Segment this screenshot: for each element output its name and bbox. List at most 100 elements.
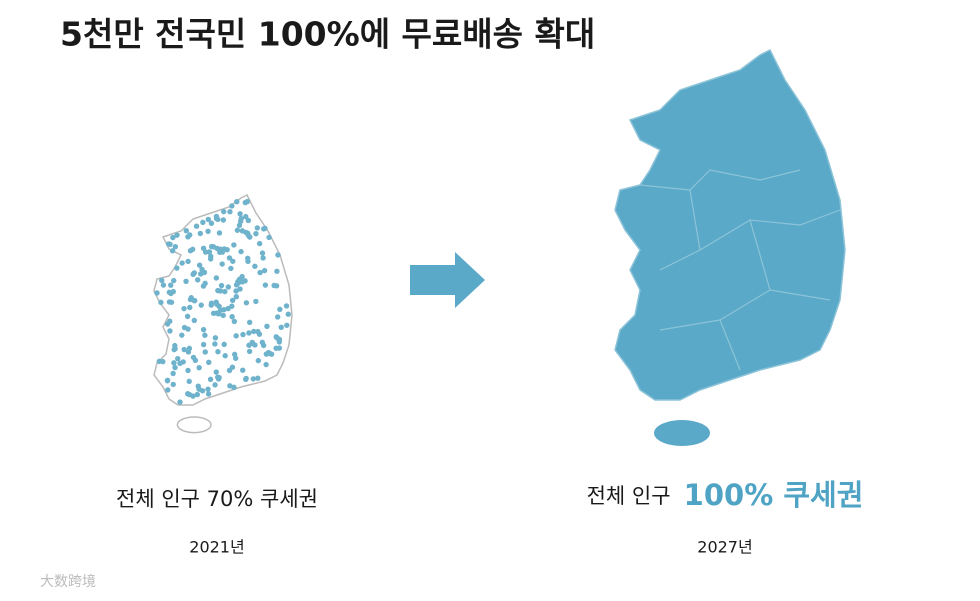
coverage-dot — [160, 358, 166, 365]
jeju-outline — [176, 416, 212, 434]
coverage-dot — [243, 300, 250, 306]
coverage-dot — [255, 328, 261, 335]
coverage-dot — [154, 290, 160, 296]
coverage-dot — [172, 364, 178, 371]
coverage-dot — [185, 367, 191, 374]
coverage-dot — [171, 360, 177, 366]
coverage-dot — [231, 384, 237, 391]
coverage-dot — [167, 241, 173, 248]
coverage-dot — [231, 242, 237, 248]
coverage-dot — [240, 367, 246, 373]
coverage-dot — [222, 353, 228, 359]
coverage-dot — [216, 230, 223, 236]
coverage-dot — [186, 378, 192, 385]
coverage-dot — [196, 364, 202, 371]
coverage-dot — [191, 317, 198, 324]
left-year: 2021년 — [189, 538, 244, 557]
coverage-dot — [216, 374, 222, 381]
coverage-dot — [205, 391, 212, 397]
coverage-dot — [202, 280, 208, 287]
arrow — [410, 252, 485, 308]
coverage-dot — [213, 215, 220, 222]
coverage-dot — [277, 306, 283, 313]
coverage-dot — [172, 342, 178, 349]
coverage-dot — [245, 258, 251, 265]
coverage-dot — [276, 339, 283, 345]
coverage-dot — [243, 213, 249, 220]
caption-prefix: 전체 인구 — [587, 484, 671, 508]
coverage-dot — [276, 345, 283, 351]
coverage-dot — [184, 313, 191, 320]
coverage-dot — [208, 253, 214, 259]
coverage-dot — [217, 307, 224, 313]
coverage-dot — [205, 216, 212, 223]
coverage-dot — [229, 203, 235, 209]
coverage-dot — [275, 314, 281, 320]
coverage-dot — [185, 258, 191, 265]
coverage-dot — [225, 284, 231, 290]
coverage-dot — [256, 240, 263, 247]
coverage-dot — [284, 322, 290, 328]
coverage-dot — [170, 234, 176, 241]
coverage-dot — [257, 269, 263, 276]
coverage-dot — [218, 282, 225, 289]
coverage-dot — [206, 359, 212, 366]
coverage-dot — [166, 289, 173, 295]
coverage-dot — [252, 263, 258, 269]
coverage-dot — [220, 312, 226, 319]
coverage-dot — [212, 341, 218, 347]
coverage-dot — [233, 293, 240, 300]
coverage-dot — [267, 350, 273, 357]
coverage-dot — [262, 282, 269, 288]
coverage-dot — [187, 248, 194, 254]
coverage-dot — [237, 211, 243, 217]
coverage-dot — [174, 232, 180, 238]
coverage-dot — [191, 270, 197, 276]
region-borders — [639, 169, 841, 371]
coverage-dot — [213, 369, 219, 375]
coverage-dot — [253, 230, 259, 237]
coverage-dot — [205, 386, 211, 392]
caption-highlight: 100% 쿠세권 — [684, 478, 864, 512]
coverage-dot — [271, 282, 277, 289]
coverage-dot — [205, 228, 211, 235]
coverage-dot — [168, 282, 174, 288]
coverage-dot — [217, 288, 224, 294]
coverage-dot — [260, 255, 266, 261]
coverage-dot — [175, 355, 181, 362]
coverage-dot — [234, 199, 240, 205]
coverage-dot — [195, 277, 201, 283]
coverage-dot — [243, 376, 249, 382]
coverage-dot — [254, 225, 261, 231]
coverage-dot — [266, 234, 272, 241]
coverage-dot — [202, 332, 208, 338]
coverage-dot — [159, 277, 165, 284]
coverage-dot — [221, 341, 227, 348]
coverage-dot — [174, 265, 180, 271]
coverage-dot — [181, 346, 187, 353]
coverage-dot — [167, 328, 173, 334]
coverage-dot — [227, 209, 233, 215]
coverage-dot — [278, 324, 284, 331]
coverage-dot — [179, 260, 185, 266]
coverage-dot — [245, 217, 252, 224]
coverage-dot — [251, 328, 257, 335]
coverage-dot — [273, 334, 279, 340]
coverage-dot — [160, 282, 167, 288]
coverage-dot — [217, 249, 223, 255]
coverage-dot — [202, 249, 209, 255]
coverage-dot — [198, 302, 204, 308]
map-2027 — [614, 49, 846, 446]
coverage-dot — [165, 387, 171, 393]
map-2021 — [153, 193, 293, 434]
coverage-dot — [264, 323, 270, 330]
coverage-dot — [253, 298, 259, 305]
coverage-dot — [208, 300, 215, 306]
coverage-dot — [183, 228, 189, 234]
coverage-dot — [183, 278, 189, 284]
coverage-dot — [171, 277, 177, 284]
map-fill — [614, 49, 846, 401]
coverage-dot — [229, 303, 235, 309]
left-caption: 전체 인구 70% 쿠세권 — [116, 487, 318, 511]
coverage-dot — [190, 354, 197, 361]
